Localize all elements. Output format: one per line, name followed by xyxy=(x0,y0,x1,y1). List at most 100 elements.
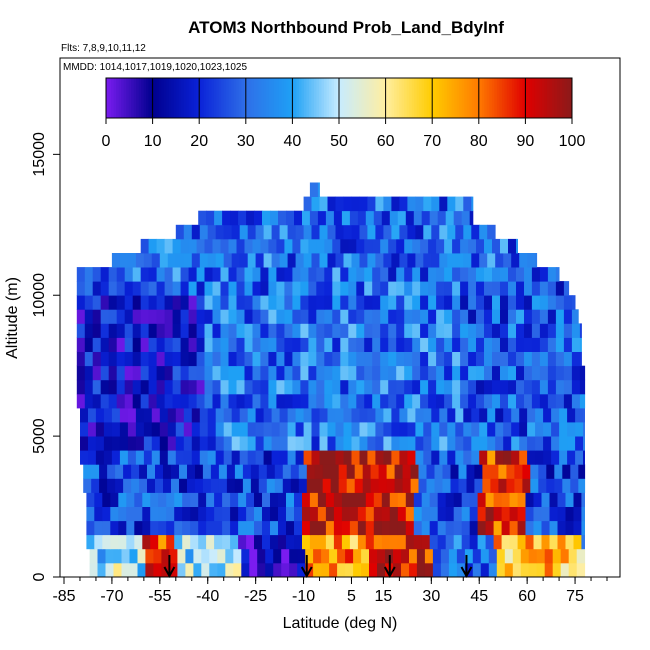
colorbar-segment xyxy=(273,78,277,118)
heatmap-cell xyxy=(191,422,201,437)
heatmap-cell xyxy=(364,238,373,254)
heatmap-cell xyxy=(131,478,140,493)
heatmap-cell xyxy=(429,492,439,507)
heatmap-cell xyxy=(487,253,496,268)
heatmap-cell xyxy=(244,351,253,367)
heatmap-cell xyxy=(325,534,335,550)
colorbar-segment xyxy=(176,78,180,118)
heatmap-cell xyxy=(431,450,440,465)
heatmap-cell xyxy=(380,323,389,338)
heatmap-cell xyxy=(348,393,357,409)
heatmap-cell xyxy=(317,534,327,550)
colorbar-segment xyxy=(191,78,195,118)
heatmap-cell xyxy=(180,267,189,282)
heatmap-cell xyxy=(460,337,469,352)
heatmap-cell xyxy=(188,365,197,381)
heatmap-cell xyxy=(356,281,365,296)
heatmap-cell xyxy=(148,267,157,282)
heatmap-cell xyxy=(202,478,212,493)
heatmap-cell xyxy=(389,492,399,507)
colorbar-tick-label: 60 xyxy=(377,133,395,150)
colorbar-tick-label: 70 xyxy=(423,133,441,150)
heatmap-cell xyxy=(380,281,389,296)
colorbar-segment xyxy=(531,78,535,118)
heatmap-cell xyxy=(108,309,118,324)
heatmap-cell xyxy=(549,520,558,536)
colorbar-segment xyxy=(173,78,177,118)
heatmap-cell xyxy=(531,281,541,296)
heatmap-cell xyxy=(485,492,494,507)
heatmap-cell xyxy=(404,281,413,296)
colorbar-segment xyxy=(188,78,192,118)
heatmap-cell xyxy=(348,309,357,324)
colorbar-segment xyxy=(306,78,310,118)
heatmap-cell xyxy=(456,562,466,578)
heatmap-cell xyxy=(239,450,249,465)
heatmap-cell xyxy=(332,309,341,324)
heatmap-cell xyxy=(388,379,397,395)
heatmap-cell xyxy=(284,238,293,254)
heatmap-cell xyxy=(412,295,421,310)
heatmap-cell xyxy=(148,393,157,409)
heatmap-cell xyxy=(143,407,153,423)
heatmap-cell xyxy=(557,520,566,536)
heatmap-cell xyxy=(555,267,560,282)
heatmap-cell xyxy=(226,478,236,493)
heatmap-cell xyxy=(258,464,268,479)
heatmap-cell xyxy=(148,365,157,381)
heatmap-cell xyxy=(341,506,351,522)
heatmap-cell xyxy=(487,422,496,437)
heatmap-cell xyxy=(129,548,138,564)
heatmap-cell xyxy=(559,450,568,465)
heatmap-cell xyxy=(488,562,498,578)
colorbar-segment xyxy=(156,78,160,118)
heatmap-cell xyxy=(156,267,165,282)
heatmap-cell xyxy=(484,379,493,395)
heatmap-cell xyxy=(539,379,549,395)
heatmap-cell xyxy=(576,562,586,578)
heatmap-cell xyxy=(140,238,150,254)
heatmap-cell xyxy=(405,506,415,522)
heatmap-cell xyxy=(295,422,304,437)
heatmap-cell xyxy=(276,281,285,296)
colorbar-segment xyxy=(298,78,302,118)
heatmap-cell xyxy=(436,379,445,395)
heatmap-cell xyxy=(327,224,336,240)
heatmap-cell xyxy=(187,464,196,479)
heatmap-cell xyxy=(196,238,205,254)
colorbar-segment xyxy=(474,78,478,118)
heatmap-cell xyxy=(172,281,181,296)
colorbar-segment xyxy=(544,78,548,118)
heatmap-cell xyxy=(463,407,472,423)
colorbar-segment xyxy=(391,78,395,118)
colorbar-segment xyxy=(231,78,235,118)
heatmap-cell xyxy=(95,407,105,423)
heatmap-cell xyxy=(317,520,327,536)
heatmap-cell xyxy=(132,365,142,381)
heatmap-cell xyxy=(415,407,424,423)
heatmap-cell xyxy=(156,309,165,324)
heatmap-cell xyxy=(161,548,170,564)
heatmap-cell xyxy=(333,492,343,507)
heatmap-cell xyxy=(396,351,405,367)
colorbar-segment xyxy=(511,78,515,118)
heatmap-cell xyxy=(191,450,201,465)
heatmap-cell xyxy=(290,478,300,493)
colorbar-segment xyxy=(551,78,555,118)
heatmap-cell xyxy=(175,450,185,465)
heatmap-cell xyxy=(343,196,352,212)
heatmap-cell xyxy=(555,365,565,381)
heatmap-cell xyxy=(199,436,209,451)
heatmap-cell xyxy=(396,238,405,254)
heatmap-cell xyxy=(391,450,400,465)
heatmap-cell xyxy=(175,253,185,268)
heatmap-cell xyxy=(164,337,173,352)
heatmap-cell xyxy=(174,492,183,507)
heatmap-cell xyxy=(281,548,290,564)
heatmap-cell xyxy=(268,365,277,381)
heatmap-cell xyxy=(442,464,451,479)
heatmap-cell xyxy=(212,323,221,338)
heatmap-cell xyxy=(388,295,397,310)
heatmap-cell xyxy=(222,210,231,226)
heatmap-cell xyxy=(319,436,328,451)
